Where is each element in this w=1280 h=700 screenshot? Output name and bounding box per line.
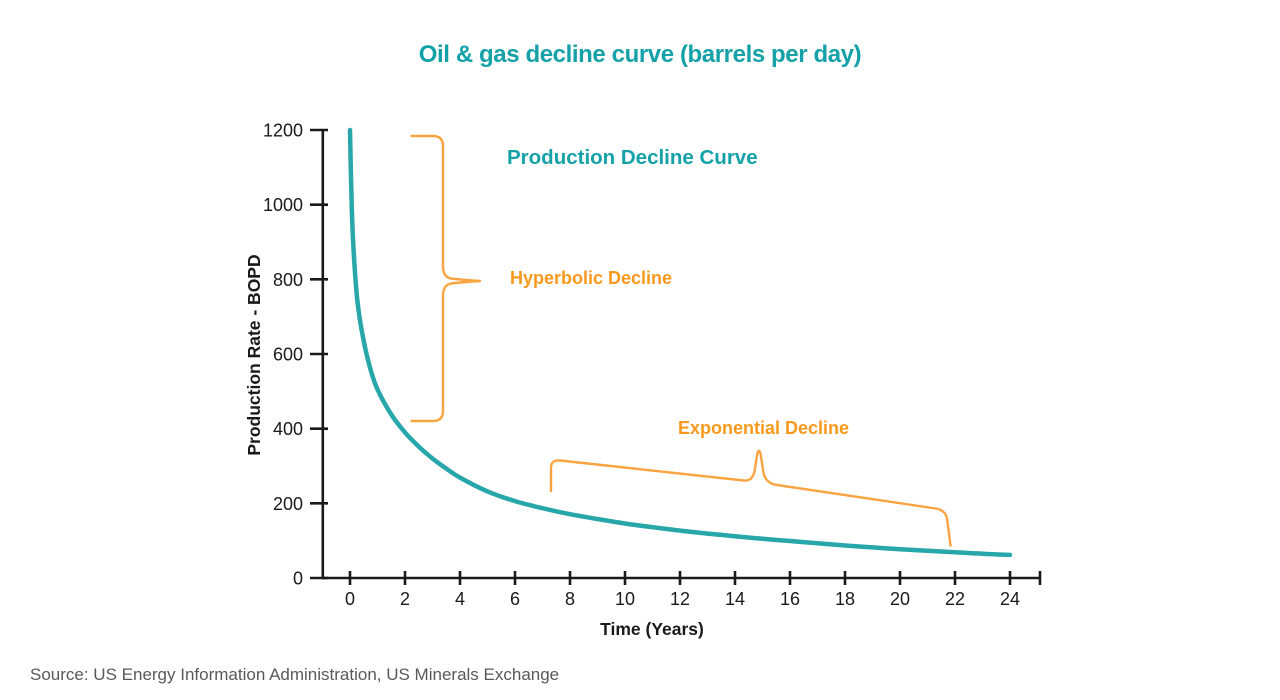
annotation-hyperbolic-decline: Hyperbolic Decline [510,268,673,288]
x-tick-label: 22 [945,589,965,609]
y-axis-title: Production Rate - BOPD [244,254,264,456]
x-tick-label: 8 [565,589,575,609]
axes [321,130,1041,580]
annotation-production-decline-curve: Production Decline Curve [507,146,758,169]
production-decline-curve-line [347,127,1013,558]
x-tick-label: 14 [725,589,745,609]
source-note: Source: US Energy Information Administra… [30,665,560,684]
x-tick-label: 20 [890,589,910,609]
x-tick-label: 24 [1000,589,1020,609]
y-tick-label: 1200 [263,121,303,141]
brace-annotations [410,134,952,547]
x-tick-label: 18 [835,589,855,609]
x-tick-label: 6 [510,589,520,609]
decline-curve-series [347,127,1013,558]
y-tick-label: 600 [273,345,303,365]
y-tick-label: 0 [293,569,303,589]
x-tick-label: 16 [780,589,800,609]
annotation-exponential-decline: Exponential Decline [678,418,850,438]
hyperbolic-decline-brace [410,134,482,423]
x-tick-label: 0 [345,589,355,609]
x-tick-label: 10 [615,589,635,609]
exponential-decline-brace [549,449,952,547]
x-tick-label: 2 [400,589,410,609]
x-axis-title: Time (Years) [600,619,704,639]
y-tick-label: 400 [273,419,303,439]
x-tick-label: 4 [455,589,465,609]
x-tick-label: 12 [670,589,690,609]
chart-title: Oil & gas decline curve (barrels per day… [418,41,862,68]
y-tick-label: 200 [273,494,303,514]
y-tick-label: 800 [273,270,303,290]
y-tick-label: 1000 [263,195,303,215]
